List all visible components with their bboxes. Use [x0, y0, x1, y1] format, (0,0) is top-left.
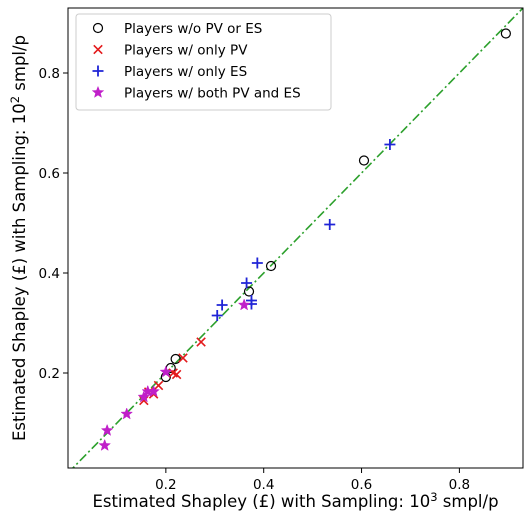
data-point — [500, 28, 511, 39]
series-2 — [211, 139, 396, 321]
legend-label: Players w/ only ES — [124, 64, 247, 80]
data-point — [196, 337, 206, 347]
data-point — [170, 353, 181, 365]
data-point — [120, 407, 134, 420]
data-point — [159, 365, 173, 378]
data-point — [241, 277, 253, 289]
x-tick-label: 0.6 — [351, 477, 372, 493]
legend-marker — [93, 44, 103, 55]
legend-marker — [91, 85, 105, 98]
data-point — [384, 139, 396, 150]
x-tick-label: 0.2 — [155, 477, 176, 493]
y-tick-label: 0.6 — [39, 166, 60, 182]
data-point — [147, 384, 160, 397]
legend-label: Players w/ only PV — [124, 43, 248, 59]
data-point — [153, 380, 164, 391]
y-axis-label-text: Estimated Shapley (£) with Sampling: 10 — [10, 103, 29, 441]
y-axis-label: Estimated Shapley (£) with Sampling: 102… — [8, 35, 29, 441]
x-axis-label-unit: smpl/p — [438, 492, 499, 511]
y-tick-label: 0.2 — [39, 366, 60, 382]
data-point — [171, 369, 182, 380]
data-point — [98, 438, 112, 451]
x-axis-label-exponent: 3 — [430, 490, 437, 504]
plot-clip-group — [71, 8, 523, 468]
legend-label: Players w/ both PV and ES — [124, 86, 301, 102]
series-3 — [98, 298, 251, 451]
ticks: 0.2 0.4 0.6 0.8 0.2 0.4 0.6 0.8 — [39, 66, 471, 493]
data-point — [211, 310, 223, 321]
y-axis-label-exponent: 2 — [8, 96, 22, 103]
plot-area — [71, 8, 523, 468]
legend: Players w/o PV or ES Players w/ only PV Pl… — [75, 13, 332, 111]
legend-box — [75, 13, 332, 111]
y-tick-label: 0.8 — [39, 66, 60, 82]
data-point — [358, 155, 370, 166]
x-tick-label: 0.8 — [449, 477, 470, 493]
x-tick-label: 0.4 — [253, 477, 274, 493]
legend-marker — [92, 22, 104, 34]
data-point — [265, 260, 277, 272]
data-point — [324, 219, 336, 230]
legend-marker — [92, 65, 104, 77]
x-axis-label: Estimated Shapley (£) with Sampling: 103… — [92, 490, 498, 511]
y-tick-label: 0.4 — [39, 266, 60, 282]
y-axis-label-unit: smpl/p — [10, 35, 29, 96]
data-point — [216, 299, 228, 311]
data-point — [178, 353, 188, 363]
data-point — [251, 257, 263, 269]
data-point — [100, 423, 114, 436]
data-point — [243, 286, 255, 297]
x-axis-label-text: Estimated Shapley (£) with Sampling: 10 — [92, 492, 430, 511]
data-point — [237, 298, 251, 311]
legend-label: Players w/o PV or ES — [124, 21, 262, 37]
data-point — [137, 390, 151, 403]
plot-frame — [67, 7, 524, 469]
